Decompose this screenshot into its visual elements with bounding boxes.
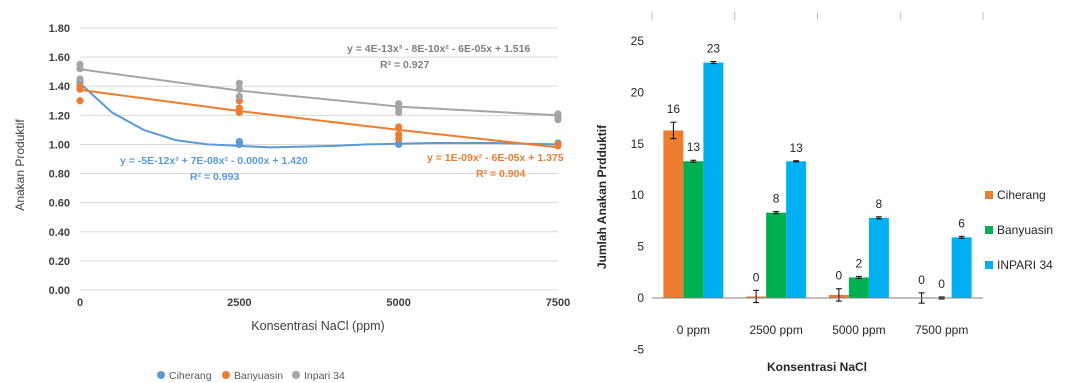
equation-inpari34: y = 4E-13x³ - 8E-10x² - 6E-05x + 1.516 — [347, 43, 530, 55]
scatter-chart: 0.00 0.20 0.40 0.60 0.80 1.00 1.20 1.40 1.60 1.80… — [13, 23, 570, 382]
y-gridlines — [80, 27, 558, 291]
data-point — [235, 79, 243, 87]
data-label: 0 — [918, 273, 925, 287]
category-label: 5000 ppm — [832, 323, 885, 337]
x-tick-labels: 0 2500 5000 7500 — [77, 297, 570, 309]
legend-label-inpari34: Inpari 34 — [304, 370, 345, 382]
data-point — [395, 130, 403, 138]
y-tick-label: 1.40 — [49, 81, 70, 93]
legend-label-inpari34: INPARI 34 — [997, 258, 1053, 272]
data-point — [395, 108, 403, 117]
legend-marker-ciherang — [157, 371, 165, 379]
data-point — [395, 123, 403, 131]
legend-marker-banyuasin — [222, 371, 230, 379]
bar — [868, 217, 889, 298]
y-tick-label: 0.60 — [49, 198, 70, 210]
x-axis-label: Konsentrasi NaCl (ppm) — [251, 319, 384, 333]
bar — [951, 237, 972, 298]
data-label: 23 — [707, 42, 721, 56]
y-tick-label: 0.80 — [49, 169, 70, 181]
legend-marker-inpari34 — [292, 371, 300, 379]
y-axis-label: Jumlah Anakan Prdduktif — [595, 124, 609, 269]
x-tick-label: 0 — [77, 297, 83, 309]
data-point — [76, 60, 84, 68]
data-label: 13 — [687, 140, 701, 154]
data-label: 13 — [789, 141, 803, 155]
category-label: 7500 ppm — [915, 323, 968, 337]
bar — [663, 130, 684, 298]
y-tick-label: 0.40 — [49, 227, 70, 239]
legend-marker-inpari34 — [985, 261, 993, 269]
data-points — [76, 60, 562, 150]
r2-ciherang: R² = 0.993 — [190, 171, 239, 183]
trendline — [79, 68, 559, 117]
bar — [683, 161, 704, 298]
legend-label-banyuasin: Banyuasin — [997, 223, 1053, 237]
data-point — [554, 142, 562, 150]
r2-banyuasin: R² = 0.904 — [476, 168, 525, 180]
trendlines — [79, 68, 559, 149]
bar — [766, 212, 787, 298]
y-tick-label: 0.20 — [49, 256, 70, 268]
legend-marker-ciherang — [985, 191, 993, 199]
bar — [848, 277, 869, 298]
data-label: 8 — [876, 197, 883, 211]
trendline — [79, 82, 559, 149]
data-point — [235, 92, 243, 101]
bar — [786, 161, 807, 298]
r2-inpari34: R² = 0.927 — [380, 59, 429, 71]
data-label: 0 — [836, 269, 843, 283]
y-tick-label: -5 — [633, 342, 644, 356]
legend-label-ciherang: Ciherang — [997, 188, 1046, 202]
legend: Ciherang Banyuasin Inpari 34 — [157, 370, 345, 382]
y-tick-label: 5 — [637, 240, 644, 254]
bar — [703, 62, 724, 299]
top-tick-marks — [651, 12, 984, 20]
equation-banyuasin: y = 1E-09x² - 6E-05x + 1.375 — [427, 152, 564, 164]
y-tick-label: 1.80 — [49, 23, 70, 35]
trendline — [79, 88, 559, 149]
data-label: 0 — [938, 277, 945, 291]
data-label: 8 — [773, 192, 780, 206]
category-label: 2500 ppm — [749, 323, 802, 337]
error-bars — [670, 61, 965, 304]
data-point — [554, 116, 562, 124]
x-tick-label: 7500 — [546, 297, 570, 309]
y-tick-label: 0.00 — [49, 285, 70, 297]
legend: Ciherang Banyuasin INPARI 34 — [985, 188, 1053, 272]
y-tick-label: 10 — [631, 188, 645, 202]
data-point — [76, 75, 84, 83]
legend-label-banyuasin: Banyuasin — [234, 370, 283, 382]
data-point — [235, 139, 243, 147]
x-axis-label: Konsentrasi NaCl — [767, 360, 867, 374]
legend-marker-banyuasin — [985, 226, 993, 234]
equation-ciherang: y = -5E-12x³ + 7E-08x² - 0.000x + 1.420 — [120, 155, 308, 167]
category-labels: 0 ppm 2500 ppm 5000 ppm 7500 ppm — [677, 323, 969, 337]
y-tick-label: 15 — [631, 137, 645, 151]
y-tick-label: 1.60 — [49, 52, 70, 64]
data-point — [76, 85, 84, 93]
data-point — [76, 97, 84, 105]
data-label: 16 — [667, 102, 681, 116]
data-label: 6 — [958, 216, 965, 230]
data-label: 0 — [753, 270, 760, 284]
y-tick-label: 1.20 — [49, 110, 70, 122]
y-tick-labels: 0.00 0.20 0.40 0.60 0.80 1.00 1.20 1.40 1.60 1.80 — [49, 23, 70, 297]
y-tick-label: 25 — [631, 34, 645, 48]
x-tick-label: 2500 — [227, 297, 251, 309]
bars — [663, 62, 972, 299]
data-label: 2 — [856, 256, 863, 270]
x-tick-label: 5000 — [386, 297, 410, 309]
y-axis-label: Anakan Produktif — [13, 119, 27, 211]
y-tick-labels: -5 0 5 10 15 20 25 — [631, 34, 645, 356]
legend-label-ciherang: Ciherang — [169, 370, 212, 382]
data-point — [235, 85, 243, 93]
y-tick-label: 1.00 — [49, 139, 70, 151]
y-tick-label: 20 — [631, 85, 645, 99]
data-point — [235, 104, 243, 112]
y-tick-label: 0 — [637, 291, 644, 305]
category-label: 0 ppm — [677, 323, 710, 337]
